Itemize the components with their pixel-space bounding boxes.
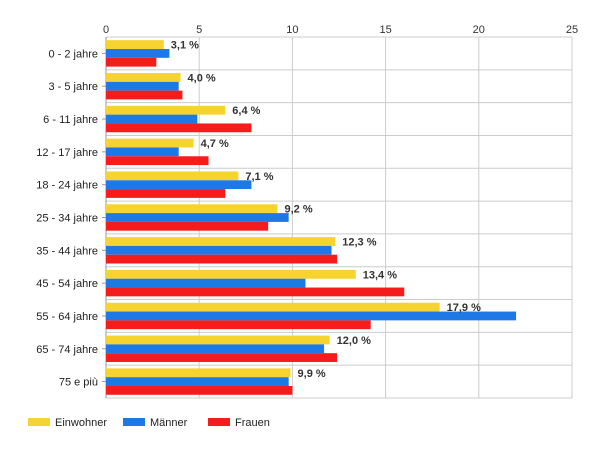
bar-frauen (106, 320, 371, 330)
category-label: 0 - 2 jahre (48, 48, 98, 60)
bar-einwohner (106, 105, 226, 115)
bar-m-nner (106, 278, 306, 288)
bar-einwohner (106, 171, 239, 181)
x-tick-label: 10 (286, 24, 298, 36)
bar-einwohner (106, 335, 330, 345)
bar-einwohner (106, 237, 336, 246)
bar-m-nner (106, 213, 289, 222)
bar-frauen (106, 254, 338, 264)
bar-einwohner (106, 204, 278, 214)
category-label: 75 e più (59, 377, 98, 389)
data-label: 3,1 % (171, 40, 199, 52)
bar-m-nner (106, 81, 179, 91)
bar-m-nner (106, 147, 179, 157)
bar-m-nner (106, 344, 325, 354)
bar-einwohner (106, 269, 356, 279)
bar-einwohner (106, 138, 194, 148)
data-label: 9,9 % (298, 368, 326, 380)
legend-swatch-m-nner (123, 418, 145, 426)
category-label: 45 - 54 jahre (36, 278, 98, 290)
category-label: 55 - 64 jahre (36, 311, 98, 323)
x-tick-label: 25 (566, 24, 578, 36)
bar-einwohner (106, 40, 164, 50)
bar-einwohner (106, 73, 181, 82)
x-tick-label: 5 (196, 24, 202, 36)
legend-label: Männer (150, 417, 188, 429)
bar-frauen (106, 385, 293, 395)
data-label: 9,2 % (284, 204, 312, 216)
bar-m-nner (106, 114, 198, 124)
legend-swatch-einwohner (28, 418, 50, 426)
data-label: 6,4 % (232, 105, 260, 117)
bar-frauen (106, 353, 338, 362)
data-label: 4,7 % (201, 138, 229, 150)
bar-m-nner (106, 49, 170, 58)
category-label: 12 - 17 jahre (36, 147, 98, 159)
category-label: 35 - 44 jahre (36, 245, 98, 257)
x-tick-label: 15 (379, 24, 391, 36)
x-tick-label: 0 (103, 24, 109, 36)
bar-frauen (106, 221, 269, 231)
data-label: 12,0 % (337, 335, 371, 347)
bar-einwohner (106, 302, 440, 312)
bar-m-nner (106, 245, 332, 255)
data-label: 13,4 % (363, 269, 397, 281)
legend-label: Einwohner (55, 417, 107, 429)
category-label: 25 - 34 jahre (36, 213, 98, 225)
category-label: 6 - 11 jahre (43, 114, 98, 126)
bar-frauen (106, 123, 252, 133)
category-label: 65 - 74 jahre (36, 344, 98, 356)
legend-label: Frauen (235, 417, 270, 429)
data-label: 4,0 % (188, 72, 216, 84)
bar-frauen (106, 90, 183, 100)
bar-m-nner (106, 311, 517, 321)
bar-frauen (106, 57, 157, 67)
bar-m-nner (106, 377, 289, 386)
legend-swatch-frauen (208, 418, 230, 426)
x-tick-label: 20 (473, 24, 485, 36)
bar-frauen (106, 287, 405, 297)
data-label: 12,3 % (342, 237, 376, 249)
bar-einwohner (106, 368, 291, 378)
bar-frauen (106, 189, 226, 198)
data-label: 7,1 % (245, 171, 273, 183)
category-label: 3 - 5 jahre (48, 81, 98, 93)
bar-m-nner (106, 180, 252, 190)
data-label: 17,9 % (447, 302, 481, 314)
bar-frauen (106, 156, 209, 166)
category-label: 18 - 24 jahre (36, 180, 98, 192)
